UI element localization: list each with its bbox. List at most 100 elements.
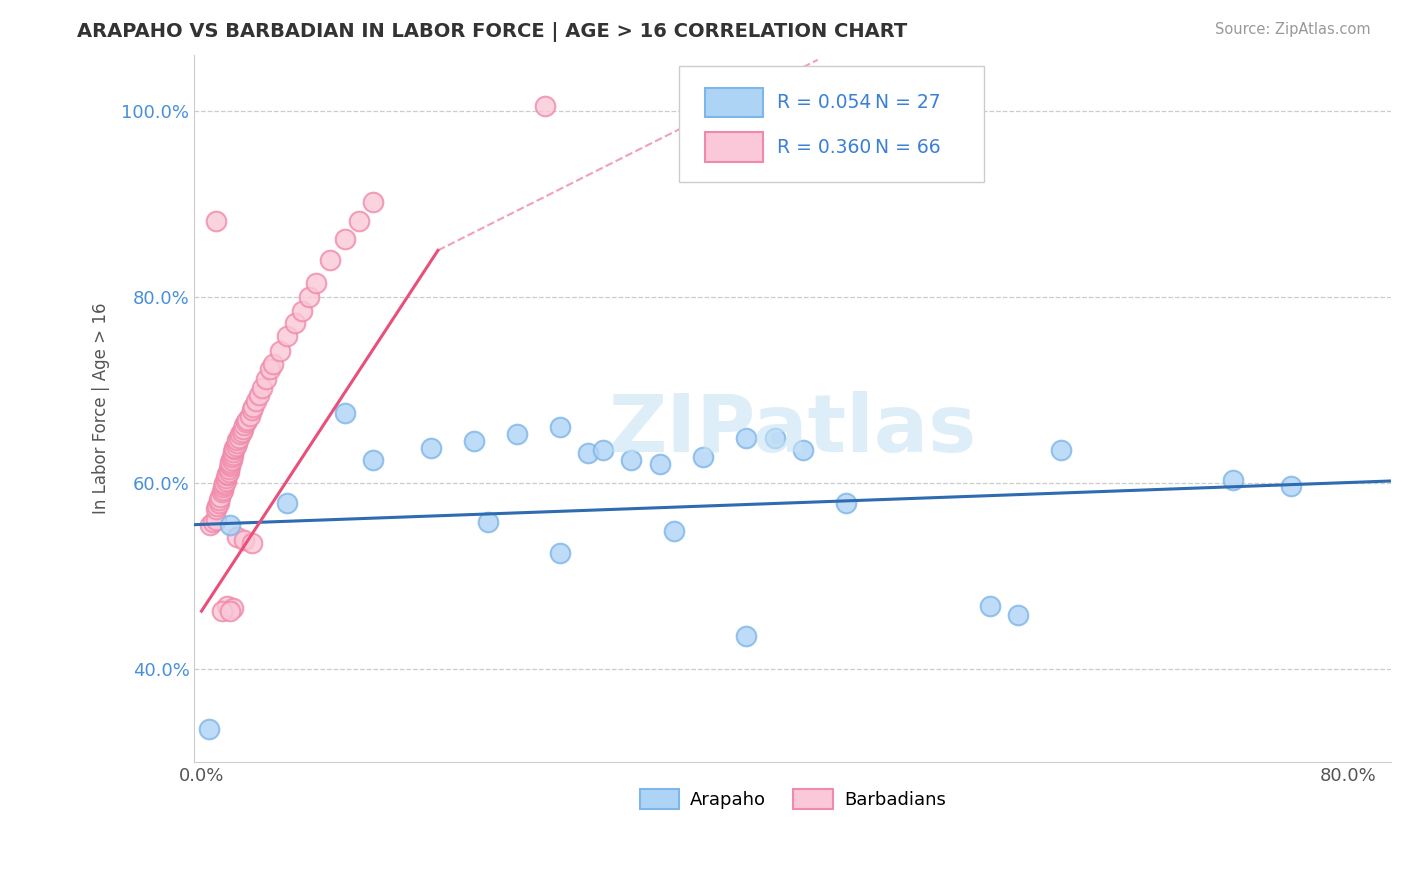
Point bbox=[298, 290, 321, 304]
Point bbox=[233, 418, 256, 433]
Point bbox=[226, 435, 249, 450]
Point bbox=[240, 403, 263, 417]
Point bbox=[212, 481, 235, 495]
Point bbox=[1007, 607, 1029, 622]
Point bbox=[224, 442, 246, 457]
Point bbox=[347, 213, 370, 227]
Point bbox=[692, 450, 714, 464]
Point bbox=[664, 524, 686, 539]
Point bbox=[305, 276, 328, 290]
FancyBboxPatch shape bbox=[679, 66, 984, 182]
Point bbox=[269, 343, 291, 358]
Point bbox=[197, 723, 219, 737]
Point bbox=[236, 412, 259, 426]
Point bbox=[242, 400, 264, 414]
Point bbox=[218, 462, 240, 476]
Point bbox=[212, 483, 235, 498]
Point bbox=[204, 501, 226, 516]
Point bbox=[226, 530, 249, 544]
Point bbox=[792, 443, 814, 458]
Point bbox=[228, 431, 250, 445]
Point bbox=[209, 490, 232, 504]
Point bbox=[1050, 443, 1073, 458]
Point bbox=[333, 232, 356, 246]
Point bbox=[262, 357, 284, 371]
Point bbox=[219, 457, 242, 471]
Point bbox=[214, 477, 236, 491]
FancyBboxPatch shape bbox=[706, 87, 762, 118]
Point bbox=[1279, 478, 1302, 492]
Point bbox=[735, 431, 758, 445]
Point bbox=[419, 441, 441, 455]
Point bbox=[231, 425, 253, 439]
Point bbox=[247, 387, 270, 401]
Point bbox=[219, 604, 242, 618]
Point bbox=[506, 427, 529, 442]
Point bbox=[215, 474, 238, 488]
Point bbox=[217, 467, 239, 481]
Point bbox=[204, 513, 226, 527]
Point bbox=[221, 450, 243, 464]
Point bbox=[225, 439, 247, 453]
Point bbox=[534, 99, 557, 113]
Text: R = 0.360: R = 0.360 bbox=[778, 137, 872, 156]
Point bbox=[648, 457, 671, 471]
Point bbox=[620, 452, 643, 467]
Point bbox=[319, 252, 342, 267]
Text: ARAPAHO VS BARBADIAN IN LABOR FORCE | AGE > 16 CORRELATION CHART: ARAPAHO VS BARBADIAN IN LABOR FORCE | AG… bbox=[77, 22, 908, 42]
Point bbox=[217, 468, 239, 483]
Text: N = 27: N = 27 bbox=[875, 93, 941, 112]
Point bbox=[291, 303, 314, 318]
Point bbox=[259, 362, 281, 376]
Point bbox=[363, 195, 385, 210]
Point bbox=[219, 459, 242, 474]
Text: R = 0.054: R = 0.054 bbox=[778, 93, 872, 112]
Point bbox=[214, 475, 236, 490]
Point bbox=[222, 601, 245, 615]
Point bbox=[233, 533, 256, 548]
Point bbox=[224, 441, 246, 455]
Point bbox=[226, 433, 249, 447]
Point bbox=[219, 517, 242, 532]
Point bbox=[208, 496, 231, 510]
Point bbox=[979, 599, 1001, 613]
Point bbox=[735, 629, 758, 643]
Text: N = 66: N = 66 bbox=[875, 137, 941, 156]
Point bbox=[235, 416, 257, 430]
Point bbox=[218, 465, 240, 479]
Point bbox=[477, 515, 499, 529]
Point bbox=[463, 434, 485, 448]
Point bbox=[222, 448, 245, 462]
Point bbox=[1222, 473, 1244, 487]
FancyBboxPatch shape bbox=[706, 132, 762, 161]
Point bbox=[221, 452, 243, 467]
Point bbox=[276, 496, 298, 510]
Point bbox=[198, 517, 221, 532]
Point bbox=[215, 471, 238, 485]
Point bbox=[211, 485, 233, 500]
Point bbox=[578, 446, 600, 460]
Point bbox=[592, 443, 614, 458]
Point bbox=[217, 599, 239, 613]
Point bbox=[250, 381, 273, 395]
Point bbox=[548, 545, 571, 559]
Point bbox=[239, 409, 262, 423]
Point bbox=[204, 213, 226, 227]
Point bbox=[835, 496, 858, 510]
Point bbox=[284, 316, 307, 330]
Point bbox=[232, 422, 254, 436]
Point bbox=[208, 492, 231, 507]
Point bbox=[229, 427, 252, 442]
Point bbox=[363, 452, 385, 467]
Point bbox=[207, 499, 229, 513]
Point bbox=[211, 604, 233, 618]
Point bbox=[763, 431, 786, 445]
Point bbox=[254, 372, 277, 386]
Point bbox=[240, 536, 263, 550]
Text: ZIPatlas: ZIPatlas bbox=[609, 391, 977, 468]
Point bbox=[333, 406, 356, 420]
Point bbox=[276, 329, 298, 343]
Y-axis label: In Labor Force | Age > 16: In Labor Force | Age > 16 bbox=[93, 302, 110, 514]
Point bbox=[548, 420, 571, 434]
Legend: Arapaho, Barbadians: Arapaho, Barbadians bbox=[633, 782, 953, 816]
